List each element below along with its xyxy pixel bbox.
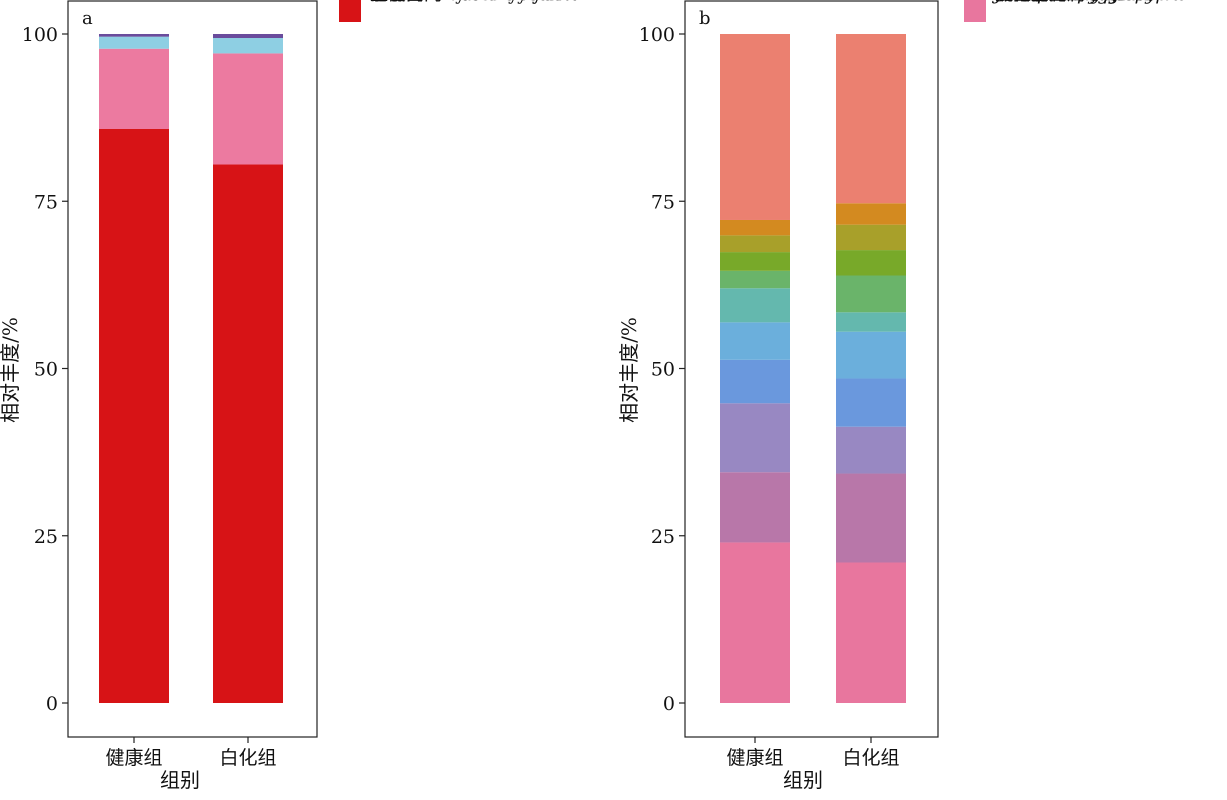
y-tick-label: 25 xyxy=(651,526,675,548)
bar-segment xyxy=(720,235,790,253)
bar-segment xyxy=(720,252,790,271)
legend: 毛霉门 Mucoromycota壶菌门 Chytridiomycota担子菌门 … xyxy=(339,0,581,22)
legend-label: Kazachstania xyxy=(994,0,1116,5)
legend-label: 毛霉门 Mucoromycota xyxy=(370,0,567,5)
bar-segment xyxy=(720,359,790,404)
bar-segment xyxy=(213,34,283,39)
y-tick-label: 100 xyxy=(22,24,58,46)
bar-segment xyxy=(836,275,906,313)
bar-segment xyxy=(720,403,790,473)
bar-segment xyxy=(836,34,906,204)
y-tick-label: 25 xyxy=(34,526,58,548)
bar-segment xyxy=(836,203,906,225)
x-tick-label: 健康组 xyxy=(105,747,162,769)
y-tick-label: 0 xyxy=(663,693,675,715)
bar-segment xyxy=(720,34,790,220)
y-axis-title: 相对丰度/% xyxy=(617,317,641,423)
bar-segment xyxy=(836,331,906,379)
bar-segment xyxy=(213,38,283,54)
bar-segment xyxy=(836,378,906,427)
bar-segment xyxy=(836,426,906,474)
bar-segment xyxy=(836,562,906,703)
y-tick-label: 75 xyxy=(651,191,675,213)
legend-label: 担子菌门 Basidiomycota xyxy=(370,0,581,5)
legend-label: 品杯菌属 Hyaloscypha xyxy=(995,0,1189,5)
bar-segment xyxy=(720,472,790,543)
bar-segment xyxy=(213,164,283,703)
bar-segment xyxy=(720,322,790,360)
x-tick-label: 健康组 xyxy=(726,747,783,769)
x-axis-title: 组别 xyxy=(160,768,200,792)
legend-label: 丝孢子菌属 Sporothrix xyxy=(995,0,1188,5)
bar-segment xyxy=(836,473,906,563)
y-tick-label: 50 xyxy=(651,359,675,381)
legend-swatch xyxy=(339,0,361,22)
y-tick-label: 75 xyxy=(34,191,58,213)
bar-segment xyxy=(99,36,169,49)
y-tick-label: 0 xyxy=(46,693,58,715)
legend-label: Gloeotinia xyxy=(995,0,1089,5)
legend: 其他 OthersJuxtiphoma品杯菌属 Hyaloscypha侧齿霉属 … xyxy=(964,0,1206,22)
bar-segment xyxy=(720,288,790,323)
bar-segment xyxy=(720,219,790,236)
bar-segment xyxy=(99,34,169,37)
legend-label: 子囊菌门 Ascomycota xyxy=(370,0,557,5)
legend-label: 链格孢霉属 Alternaria xyxy=(995,0,1183,5)
y-tick-label: 50 xyxy=(34,359,58,381)
legend-swatch xyxy=(964,0,986,22)
bar-segment xyxy=(99,48,169,129)
legend-label: 壶菌门 Chytridiomycota xyxy=(370,0,581,5)
bar-segment xyxy=(720,542,790,703)
legend-label: 曲霉属 Aspergillus xyxy=(995,0,1157,5)
x-tick-label: 白化组 xyxy=(219,747,276,769)
legend-label: 侧齿霉属 Engyodontium xyxy=(995,0,1206,5)
bar-segment xyxy=(836,250,906,276)
legend-label: 枝孢菌属 Cladosporium xyxy=(995,0,1200,5)
bar-segment xyxy=(213,53,283,165)
legend-label: Solicoccozyma xyxy=(995,0,1129,5)
bar-segment xyxy=(836,312,906,332)
legend-label: 其他 Others xyxy=(995,0,1099,5)
panel-label: a xyxy=(82,8,93,29)
bar-segment xyxy=(99,128,169,704)
y-tick-label: 100 xyxy=(639,24,675,46)
panel-label: b xyxy=(699,8,711,29)
legend-label: Juxtiphoma xyxy=(991,0,1099,5)
x-axis-title: 组别 xyxy=(783,768,823,792)
bar-segment xyxy=(720,270,790,289)
y-axis-title: 相对丰度/% xyxy=(0,317,22,423)
bar-segment xyxy=(836,224,906,251)
x-tick-label: 白化组 xyxy=(842,747,899,769)
